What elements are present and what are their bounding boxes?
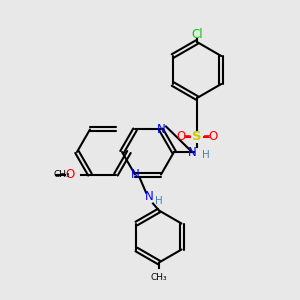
Text: O: O — [208, 130, 217, 143]
Text: O: O — [65, 168, 75, 181]
Text: =: = — [202, 132, 211, 142]
Text: N: N — [188, 146, 197, 158]
Text: =: = — [183, 132, 191, 142]
Text: N: N — [145, 190, 153, 203]
Text: S: S — [192, 130, 202, 143]
Text: CH₃: CH₃ — [151, 272, 167, 281]
Text: N: N — [130, 168, 140, 181]
Text: H: H — [202, 150, 210, 160]
Text: H: H — [155, 196, 163, 206]
Text: Cl: Cl — [191, 28, 203, 40]
Text: N: N — [157, 123, 165, 136]
Text: CH₃: CH₃ — [54, 170, 70, 179]
Text: O: O — [176, 130, 186, 143]
